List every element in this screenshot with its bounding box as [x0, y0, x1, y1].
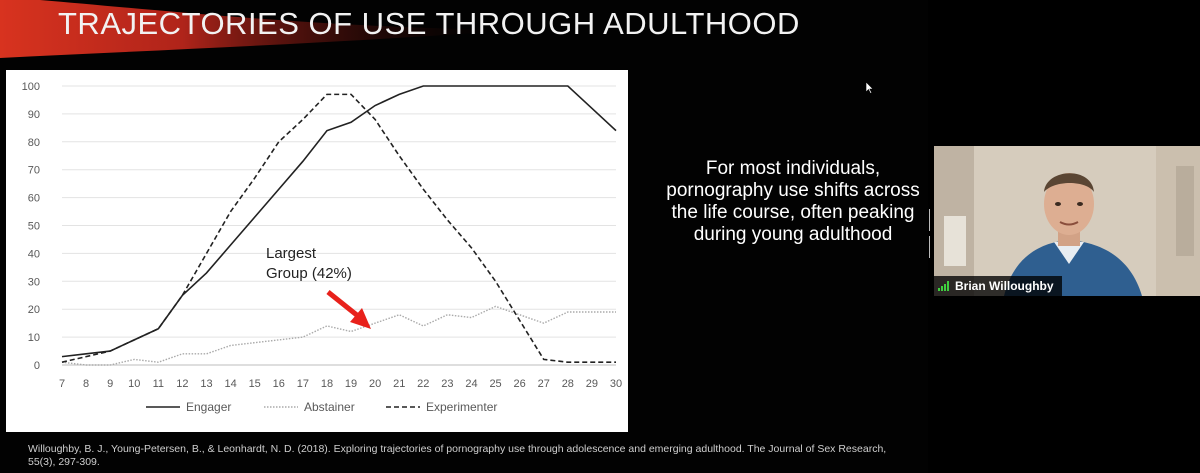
annotation-label: Group (42%)	[266, 265, 352, 282]
x-tick-label: 11	[153, 378, 164, 390]
x-tick-label: 26	[514, 378, 526, 390]
x-tick-label: 25	[489, 378, 501, 390]
x-tick-label: 15	[249, 378, 261, 390]
slide-side-text: For most individuals, pornography use sh…	[666, 158, 920, 245]
x-tick-label: 24	[465, 378, 477, 390]
participant-name-bar: Brian Willoughby	[934, 276, 1062, 296]
x-tick-label: 7	[59, 378, 65, 390]
y-tick-label: 50	[28, 221, 40, 233]
y-tick-label: 70	[28, 165, 40, 177]
series-line-abstainer	[61, 305, 616, 366]
mouse-cursor-icon	[866, 82, 874, 94]
participant-name: Brian Willoughby	[955, 279, 1054, 293]
x-tick-label: 30	[610, 378, 622, 390]
annotation-arrow-head-icon	[350, 308, 371, 329]
x-tick-label: 29	[586, 378, 598, 390]
participant-video-image	[934, 146, 1200, 296]
y-tick-label: 90	[28, 109, 40, 121]
title-banner-decoration	[0, 0, 520, 58]
signal-bars-icon	[938, 281, 949, 291]
y-tick-label: 60	[28, 193, 40, 205]
x-tick-label: 19	[345, 378, 357, 390]
x-tick-label: 27	[538, 378, 550, 390]
annotation-label: Largest	[266, 245, 317, 262]
presentation-slide: TRAJECTORIES OF USE THROUGH ADULTHOOD 0 1…	[0, 0, 920, 468]
citation-text: Willoughby, B. J., Young-Petersen, B., &…	[28, 443, 887, 468]
x-tick-label: 23	[441, 378, 453, 390]
x-tick-label: 20	[369, 378, 381, 390]
y-tick-label: 0	[34, 360, 40, 372]
x-tick-label: 12	[176, 378, 188, 390]
y-tick-label: 80	[28, 137, 40, 149]
x-tick-label: 21	[393, 378, 405, 390]
trajectory-line-chart: 0 10 20 30 40 50 60 70 80 90 100 7 8 9 10 11 12 13 14 15 16 1…	[22, 81, 622, 414]
legend-label: Engager	[186, 400, 231, 414]
legend-label: Abstainer	[304, 400, 355, 414]
y-tick-label: 20	[28, 304, 40, 316]
x-tick-label: 8	[83, 378, 89, 390]
resize-handle-icon[interactable]	[929, 209, 934, 258]
x-tick-label: 18	[321, 378, 333, 390]
x-tick-label: 13	[200, 378, 212, 390]
y-tick-label: 40	[28, 248, 40, 260]
participant-video-tile[interactable]: Brian Willoughby	[934, 146, 1200, 296]
y-tick-label: 10	[28, 332, 40, 344]
slide-title: TRAJECTORIES OF USE THROUGH ADULTHOOD	[58, 6, 800, 41]
x-tick-label: 9	[107, 378, 113, 390]
x-tick-label: 17	[297, 378, 309, 390]
x-tick-label: 22	[417, 378, 429, 390]
legend-label: Experimenter	[426, 400, 497, 414]
x-tick-label: 28	[562, 378, 574, 390]
x-tick-label: 10	[128, 378, 140, 390]
series-line-engager	[61, 85, 617, 358]
annotation-arrow-icon	[326, 290, 360, 318]
chart-panel: 0 10 20 30 40 50 60 70 80 90 100 7 8 9 10 11 12 13 14 15 16 1…	[6, 70, 628, 432]
x-tick-label: 14	[224, 378, 236, 390]
y-tick-label: 100	[22, 81, 40, 93]
series-line-experimenter	[61, 93, 616, 364]
x-tick-label: 16	[273, 378, 285, 390]
y-tick-label: 30	[28, 276, 40, 288]
